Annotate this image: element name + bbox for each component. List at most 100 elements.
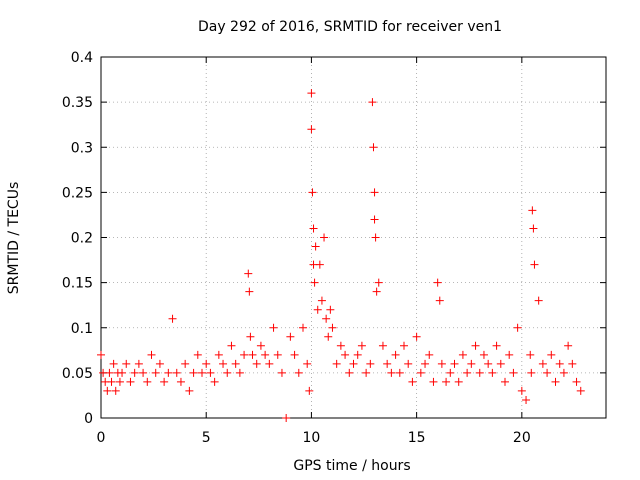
data-point (97, 350, 105, 359)
x-tick-label: 20 (513, 430, 531, 446)
data-point (185, 386, 194, 395)
data-point (501, 377, 509, 386)
data-point (168, 314, 177, 323)
data-point (530, 260, 539, 269)
data-point (534, 296, 543, 305)
data-point (446, 368, 455, 377)
data-point (527, 368, 536, 377)
y-tick-label: 0.3 (71, 140, 93, 156)
data-point (328, 323, 337, 332)
data-point (387, 368, 396, 377)
data-point (155, 359, 164, 368)
data-point (303, 359, 312, 368)
data-point (235, 368, 244, 377)
data-points (97, 89, 585, 422)
data-point (320, 233, 329, 242)
data-point (147, 350, 156, 359)
x-tick-labels: 0 5 10 15 20 (97, 430, 531, 446)
data-point (479, 350, 488, 359)
data-point (383, 359, 392, 368)
data-point (370, 215, 379, 224)
data-point (450, 359, 459, 368)
data-point (107, 377, 116, 386)
data-point (463, 368, 472, 377)
data-point (223, 368, 232, 377)
data-point (374, 278, 383, 287)
data-point (324, 332, 333, 341)
data-point (305, 386, 314, 395)
data-point (366, 359, 375, 368)
data-point (425, 350, 434, 359)
data-point (244, 269, 253, 278)
data-point (118, 368, 127, 377)
data-point (408, 377, 417, 386)
data-point (433, 278, 442, 287)
data-point (400, 341, 408, 350)
data-point (349, 359, 358, 368)
data-point (109, 359, 118, 368)
data-point (454, 377, 463, 386)
data-point (181, 359, 190, 368)
data-point (261, 350, 270, 359)
data-point (277, 368, 286, 377)
data-point (372, 287, 381, 296)
data-point (126, 377, 135, 386)
data-point (214, 350, 223, 359)
data-point (290, 350, 299, 359)
data-point (273, 350, 282, 359)
data-point (322, 314, 331, 323)
y-tick-label: 0.1 (71, 321, 93, 337)
data-point (378, 341, 387, 350)
y-tick-label: 0 (84, 411, 93, 427)
data-point (315, 260, 324, 269)
data-point (421, 359, 430, 368)
x-axis-label: GPS time / hours (293, 458, 410, 474)
data-point (555, 359, 564, 368)
data-point (551, 377, 560, 386)
data-point (130, 368, 139, 377)
data-point (151, 368, 160, 377)
data-point (496, 359, 505, 368)
data-point (326, 305, 335, 314)
data-point (189, 368, 198, 377)
data-point (357, 341, 366, 350)
y-tick-labels: 0 0.05 0.1 0.15 0.2 0.25 0.3 0.35 0.4 (62, 50, 93, 427)
data-point (345, 368, 354, 377)
data-point (505, 350, 514, 359)
y-tick-label: 0.35 (62, 95, 93, 111)
data-point (317, 296, 326, 305)
data-point (143, 377, 152, 386)
data-point (299, 323, 307, 332)
grid-lines (101, 57, 606, 418)
data-point (369, 143, 378, 152)
data-point (564, 341, 573, 350)
y-tick-label: 0.05 (62, 366, 93, 382)
data-point (265, 359, 274, 368)
data-point (467, 359, 476, 368)
data-point (210, 377, 219, 386)
data-point (103, 386, 112, 395)
data-point (248, 350, 257, 359)
x-tick-label: 0 (97, 430, 106, 446)
data-point (412, 332, 421, 341)
data-point (559, 368, 568, 377)
data-point (240, 350, 249, 359)
chart-title: Day 292 of 2016, SRMTID for receiver ven… (198, 19, 502, 35)
data-point (572, 377, 581, 386)
x-tick-label: 5 (202, 430, 211, 446)
data-point (543, 368, 552, 377)
data-point (246, 332, 255, 341)
data-point (311, 242, 320, 251)
data-point (475, 368, 484, 377)
data-point (115, 377, 124, 386)
x-tick-label: 15 (408, 430, 426, 446)
data-point (513, 323, 522, 332)
data-point (368, 98, 377, 107)
data-point (231, 359, 240, 368)
data-point (111, 386, 120, 395)
data-point (193, 350, 202, 359)
data-point (164, 368, 173, 377)
data-point (458, 350, 467, 359)
data-point (484, 359, 493, 368)
